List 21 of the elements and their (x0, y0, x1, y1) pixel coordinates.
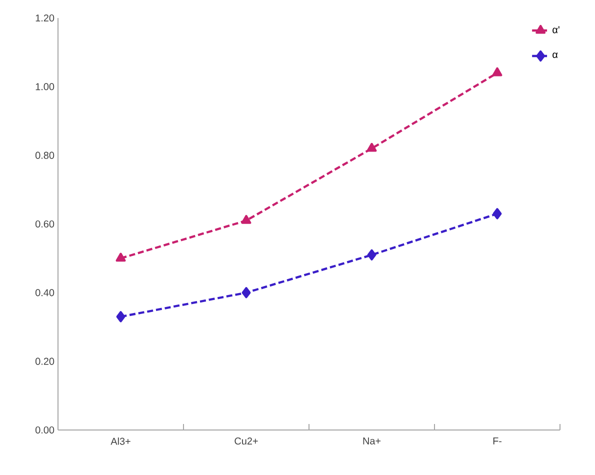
point (367, 249, 376, 260)
legend-label: α (552, 52, 558, 58)
point (492, 208, 502, 220)
y-tick-label: 0.80 (35, 152, 54, 159)
y-tick-label: 0.20 (35, 358, 54, 365)
point (116, 252, 126, 262)
y-tick-label: 0.40 (35, 289, 54, 296)
point (492, 67, 502, 76)
point (116, 311, 126, 322)
x-tick-label: Na+ (363, 438, 381, 444)
y-tick-label: 1.00 (36, 83, 54, 90)
y-tick-label: 0.00 (35, 426, 54, 434)
point (241, 214, 252, 224)
point (242, 287, 251, 298)
x-tick-label: Al3+ (110, 438, 130, 445)
y-tick-label: 0.60 (35, 220, 54, 228)
x-tick-label: F- (493, 438, 502, 444)
x-tick-label: Cu2+ (234, 438, 258, 445)
legend-label: α' (552, 26, 560, 34)
point (366, 142, 377, 152)
y-tick-label: 1.20 (36, 14, 54, 22)
